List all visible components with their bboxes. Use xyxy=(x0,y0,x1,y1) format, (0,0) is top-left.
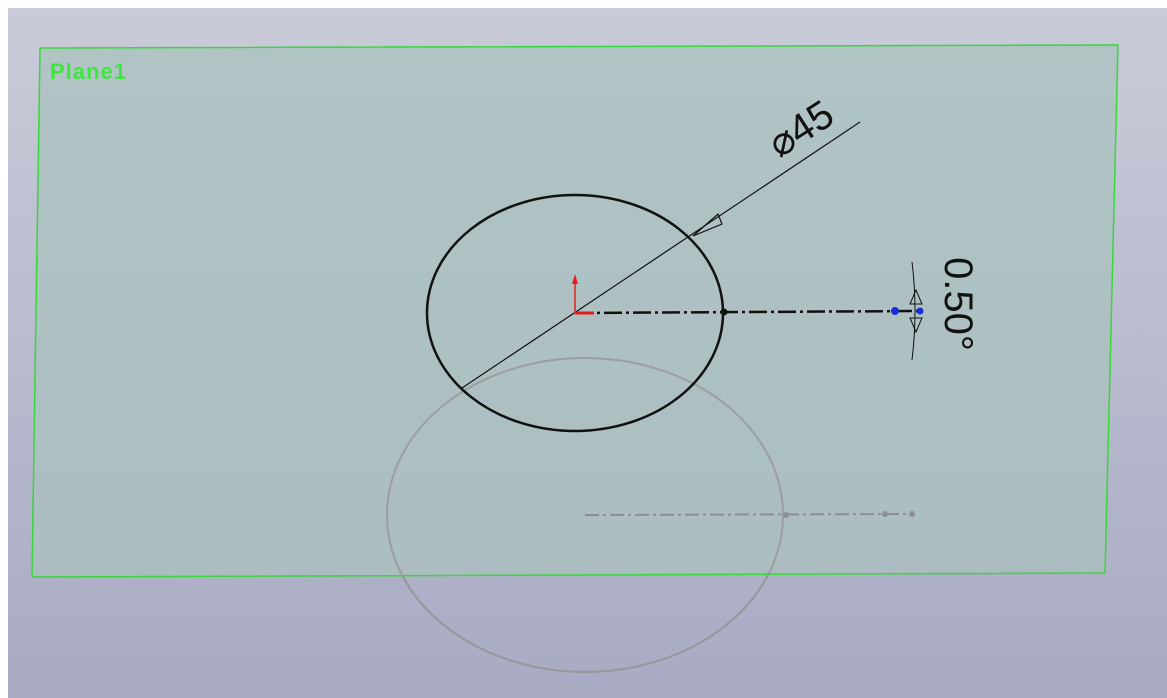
angle-dimension[interactable]: 0.50° xyxy=(936,257,980,351)
sketch-point[interactable] xyxy=(891,307,899,315)
page: Plane1 ⌀45 0.50° (() => { const data = J… xyxy=(0,0,1167,698)
ghost-point xyxy=(882,511,888,517)
plane-label: Plane1 xyxy=(50,59,127,84)
ghost-point xyxy=(783,512,789,518)
cad-viewport: Plane1 ⌀45 0.50° xyxy=(0,0,1167,698)
sketch-point[interactable] xyxy=(917,308,924,315)
ghost-point xyxy=(909,511,915,517)
sketch-point[interactable] xyxy=(721,309,728,316)
